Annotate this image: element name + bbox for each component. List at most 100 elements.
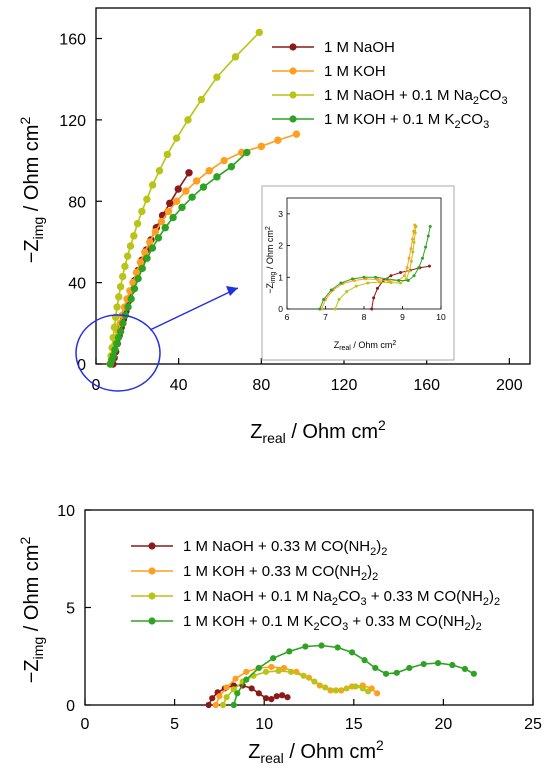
data-point-koh — [129, 278, 137, 287]
data-point-koh_k2co3 — [461, 665, 469, 673]
bottom-y-ticks: 0 5 10 — [57, 503, 91, 715]
top-y-ticks: 0 40 80 120 160 — [59, 32, 102, 374]
top-x-axis-title: Zreal / Ohm cm2 — [250, 417, 386, 446]
legend-label-naoh: 1 M NaOH — [324, 39, 395, 56]
data-point-koh_k2co3 — [412, 274, 416, 278]
data-point-naoh_na2co3 — [163, 150, 171, 159]
y-tick-label: 0 — [278, 304, 283, 314]
data-point-koh — [405, 266, 409, 270]
data-point-koh_k2co3 — [138, 264, 146, 273]
data-point-naoh_na2co3 — [389, 281, 393, 285]
data-point-koh — [192, 177, 201, 185]
data-point-koh_k2co3 — [302, 643, 309, 650]
data-point-naoh_na2co3 — [121, 262, 129, 271]
data-point-koh_k2co3 — [230, 701, 237, 709]
y-tick-label: 40 — [68, 276, 86, 293]
data-point-naoh — [185, 169, 193, 177]
data-point-koh_k2co3 — [243, 676, 250, 683]
data-point-koh_k2co3 — [420, 660, 427, 668]
x-tick-label: 25 — [524, 716, 542, 733]
data-point-koh_k2co3 — [270, 655, 277, 662]
data-point-naoh_na2co3 — [126, 242, 135, 250]
data-point-naoh_na2co3 — [322, 684, 329, 691]
bottom-legend: 1 M NaOH + 0.33 M CO(NH2)2 1 M KOH + 0.33… — [131, 538, 500, 633]
x-tick-label: 20 — [435, 716, 453, 733]
data-point-koh_k2co3 — [428, 225, 432, 229]
x-tick-label: 8 — [362, 312, 367, 322]
top-legend: 1 M NaOH 1 M KOH 1 M NaOH + 0.1 M Na2CO3 1 … — [272, 39, 508, 131]
data-point-naoh_na2co3 — [155, 167, 164, 175]
data-point-naoh — [205, 701, 212, 709]
data-point-koh — [146, 238, 154, 246]
data-point-naoh_na2co3 — [213, 73, 221, 81]
data-point-koh_k2co3 — [234, 690, 241, 697]
data-point-koh — [232, 675, 239, 682]
data-point-naoh_na2co3 — [413, 231, 417, 235]
x-tick-label: 9 — [400, 312, 405, 322]
inset-series-group — [318, 223, 432, 311]
data-point-naoh — [372, 296, 376, 300]
data-point-naoh_na2co3 — [345, 290, 349, 294]
data-point-koh_k2co3 — [322, 297, 326, 301]
y-tick-label: 2 — [278, 241, 283, 251]
data-point-naoh — [255, 690, 262, 697]
series-line-koh — [321, 224, 416, 310]
bottom-panel: 0 5 10 15 20 25 0 5 10 1 M NaOH + 0.33 M CO(NH2… — [17, 503, 542, 766]
data-point-naoh — [399, 271, 403, 275]
data-point-koh — [274, 136, 282, 144]
data-point-naoh_na2co3 — [116, 282, 125, 291]
y-tick-label: 120 — [59, 113, 86, 130]
top-series-group — [106, 28, 301, 368]
data-point-koh — [243, 668, 250, 675]
data-point-naoh_na2co3 — [409, 259, 413, 263]
x-tick-label: 0 — [81, 716, 90, 733]
data-point-naoh — [389, 274, 393, 278]
legend-label-naoh_na2co3: 1 M NaOH + 0.1 M Na2CO3 — [324, 87, 508, 107]
legend-marker-koh — [289, 67, 297, 75]
x-tick-label: 200 — [496, 377, 523, 394]
data-point-koh — [136, 258, 145, 266]
legend-marker-koh — [148, 567, 156, 575]
data-point-naoh — [370, 307, 374, 311]
data-point-koh — [172, 197, 181, 205]
data-point-koh — [151, 228, 160, 236]
data-point-naoh_na2co3 — [113, 303, 121, 311]
data-point-naoh_na2co3 — [255, 28, 263, 37]
data-point-naoh — [284, 694, 291, 701]
data-point-naoh_na2co3 — [359, 685, 366, 692]
inset-plot: 6 7 8 9 10 0 1 2 3 −Zimg / Ohm cm2 Zreal / Ohm … — [261, 185, 455, 361]
data-point-naoh — [427, 264, 431, 268]
data-point-naoh — [279, 692, 286, 699]
data-point-koh — [141, 248, 149, 256]
legend-label-koh_k2co3: 1 M KOH + 0.1 M K2CO3 + 0.33 M CO(NH2)2 — [183, 613, 482, 633]
data-point-naoh_na2co3 — [399, 281, 403, 285]
data-point-koh_k2co3 — [339, 281, 343, 285]
bottom-x-ticks: 0 5 10 15 20 25 — [81, 699, 542, 733]
x-tick-label: 6 — [285, 312, 290, 322]
data-point-naoh_na2co3 — [143, 195, 151, 203]
data-point-koh — [164, 207, 173, 216]
data-point-koh — [132, 268, 141, 277]
series-line-koh_k2co3 — [319, 226, 431, 310]
data-point-naoh — [248, 685, 255, 692]
data-point-koh_k2co3 — [116, 327, 125, 336]
data-point-koh — [182, 187, 190, 195]
data-point-koh_k2co3 — [130, 285, 139, 293]
x-tick-label: 15 — [345, 716, 363, 733]
data-point-naoh_na2co3 — [365, 688, 372, 695]
zoom-highlight-ellipse — [75, 314, 161, 392]
zoom-arrow — [149, 287, 239, 331]
data-point-koh_k2co3 — [161, 224, 169, 232]
zoom-arrow-head — [226, 286, 238, 296]
data-point-koh_k2co3 — [255, 664, 262, 672]
data-point-naoh_na2co3 — [300, 672, 307, 679]
y-tick-label: 1 — [278, 272, 283, 282]
data-point-koh — [373, 690, 381, 697]
data-point-naoh_na2co3 — [223, 694, 230, 701]
data-point-naoh_na2co3 — [337, 297, 341, 301]
data-point-naoh_na2co3 — [377, 280, 381, 284]
data-point-naoh — [174, 185, 182, 193]
data-point-koh_k2co3 — [199, 183, 208, 191]
data-point-koh — [216, 693, 223, 700]
